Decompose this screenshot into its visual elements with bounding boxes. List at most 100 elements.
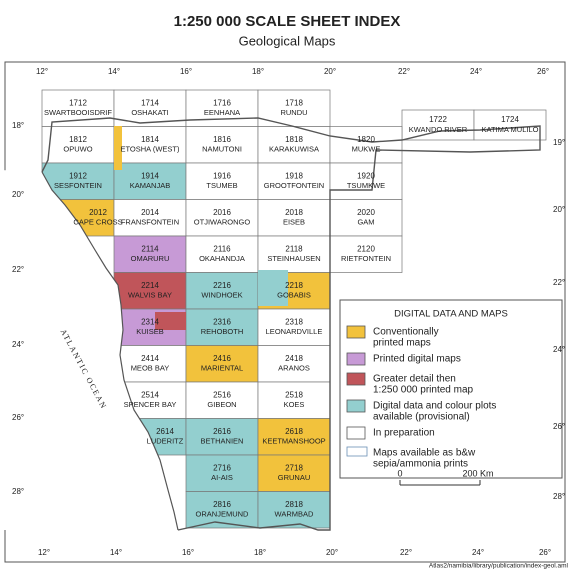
legend-swatch	[346, 446, 368, 457]
sheet-number: 2516	[213, 390, 231, 399]
sheet	[257, 345, 331, 383]
latitude-label: 28°	[553, 492, 565, 501]
sheet-name: NAMUTONI	[202, 145, 242, 154]
sheet-number: 1722	[429, 115, 447, 124]
sheet-name: OTJIWARONGO	[194, 218, 251, 227]
sheet-number: 2012	[89, 208, 107, 217]
latitude-label: 18°	[12, 121, 24, 130]
sheet-number: 2116	[213, 244, 231, 253]
sheet-number: 2120	[357, 244, 375, 253]
sheet-number: 1918	[285, 171, 303, 180]
sheet-name: KATIMA MULILO	[482, 125, 539, 134]
sheet-number: 1812	[69, 135, 87, 144]
sheet	[185, 454, 259, 492]
latitude-label: 26°	[553, 422, 565, 431]
longitude-label: 22°	[400, 548, 412, 557]
sheet	[185, 199, 259, 237]
sheet-name: TSUMEB	[206, 181, 237, 190]
sheet-number: 1916	[213, 171, 231, 180]
sheet-number: 2514	[141, 390, 159, 399]
longitude-label: 12°	[38, 548, 50, 557]
latitude-label: 20°	[12, 190, 24, 199]
coastline	[41, 171, 179, 531]
sheet	[329, 162, 403, 200]
sheet-name: AI-AIS	[211, 473, 233, 482]
sheet-name: KARAKUWISA	[269, 145, 319, 154]
sheet-name: GAM	[357, 218, 374, 227]
sheet	[257, 491, 331, 529]
latitude-label: 19°	[553, 138, 565, 147]
partial-teal	[258, 270, 288, 306]
longitude-label: 18°	[254, 548, 266, 557]
sheet-name: KUISEB	[136, 327, 164, 336]
longitude-label: 16°	[182, 548, 194, 557]
sheet-name: RUNDU	[280, 108, 307, 117]
legend-label: sepia/ammonia prints	[373, 459, 468, 470]
sheet-name: SESFONTEIN	[54, 181, 102, 190]
sheet	[329, 126, 403, 164]
sheet	[185, 418, 259, 456]
sheet-number: 2416	[213, 354, 231, 363]
sheet-number: 1914	[141, 171, 159, 180]
sheet-name: LUDERITZ	[147, 437, 184, 446]
legend-label: printed maps	[373, 338, 431, 349]
legend-title: DIGITAL DATA AND MAPS	[394, 309, 508, 320]
sheet-name: FRANSFONTEIN	[121, 218, 179, 227]
sheet-number: 2118	[285, 244, 303, 253]
latitude-label: 22°	[12, 265, 24, 274]
sheet-number: 1816	[213, 135, 231, 144]
scale-start: 0	[397, 468, 402, 478]
sheet-number: 2414	[141, 354, 159, 363]
sheet-name: KWANDO RIVER	[409, 125, 468, 134]
sheet-number: 2716	[213, 463, 231, 472]
sheet-number: 1714	[141, 98, 159, 107]
sheet	[113, 162, 187, 200]
sheet-number: 2816	[213, 500, 231, 509]
longitude-label: 18°	[252, 67, 264, 76]
sheet	[185, 126, 259, 164]
sheet-number: 2316	[213, 317, 231, 326]
sheet-number: 2818	[285, 500, 303, 509]
sheet-name: OMARURU	[131, 254, 170, 263]
longitude-label: 26°	[537, 67, 549, 76]
sheet-number: 2616	[213, 427, 231, 436]
longitude-label: 20°	[324, 67, 336, 76]
legend-label: available (provisional)	[373, 412, 470, 423]
latitude-label: 20°	[553, 205, 565, 214]
sheet-number: 2218	[285, 281, 303, 290]
title: 1:250 000 SCALE SHEET INDEX	[174, 13, 401, 30]
sheet-name: ARANOS	[278, 364, 310, 373]
longitude-label: 14°	[110, 548, 122, 557]
sheet-number: 2518	[285, 390, 303, 399]
sheet-number: 2020	[357, 208, 375, 217]
sheet-name: GOBABIS	[277, 291, 311, 300]
sheet-number: 2016	[213, 208, 231, 217]
ocean	[0, 170, 178, 530]
sheet-name: OKAHANDJA	[199, 254, 245, 263]
sheet-name: KOES	[284, 400, 305, 409]
sheet-number: 1820	[357, 135, 375, 144]
sheet-name: SWARTBOOISDRIF	[44, 108, 112, 117]
sheet-name: GIBEON	[207, 400, 236, 409]
sheet	[257, 235, 331, 273]
sheet	[473, 109, 547, 141]
sheet-name: MEOB BAY	[131, 364, 170, 373]
sheet-number: 2418	[285, 354, 303, 363]
sheet-number: 2216	[213, 281, 231, 290]
legend-swatch	[346, 399, 366, 413]
longitude-label: 22°	[398, 67, 410, 76]
longitude-label: 24°	[472, 548, 484, 557]
sheet-name: CAPE CROSS	[73, 218, 122, 227]
sheet-name: MARIENTAL	[201, 364, 243, 373]
longitude-label: 20°	[326, 548, 338, 557]
latitude-label: 24°	[553, 345, 565, 354]
latitude-label: 26°	[12, 413, 24, 422]
sheet-name: LEONARDVILLE	[266, 327, 323, 336]
sheet-name: EENHANA	[204, 108, 240, 117]
sheet-name: ORANJEMUND	[196, 510, 250, 519]
sheet	[185, 308, 259, 346]
latitude-label: 28°	[12, 487, 24, 496]
sheet	[113, 272, 187, 310]
